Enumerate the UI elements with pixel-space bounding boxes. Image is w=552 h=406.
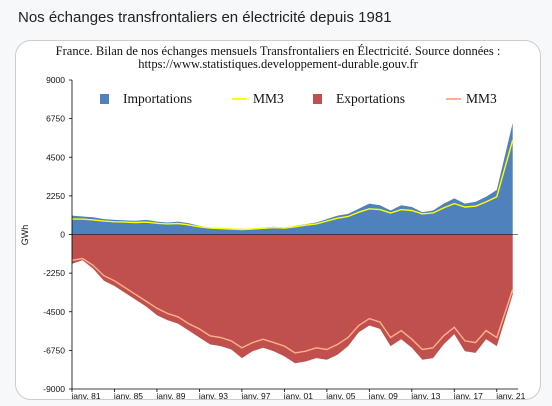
y-tick-label: 2250 [46,191,65,201]
y-tick-label: -6750 [43,345,65,355]
chart-legend: Importations MM3 Exportations MM3 [100,91,497,106]
legend-label-imports: Importations [123,91,192,106]
y-tick-label: -9000 [43,384,65,394]
x-tick-label: janv. 01 [283,391,313,399]
x-tick-label: janv. 85 [113,391,143,399]
y-axis-title: GWh [20,225,30,246]
x-tick-label: janv. 81 [70,391,100,399]
x-tick-label: janv. 21 [495,391,525,399]
x-tick-label: janv. 17 [453,391,483,399]
chart-title-line1: France. Bilan de nos échanges mensuels T… [56,44,501,58]
y-tick-label: 9000 [46,75,65,85]
chart-title-line2: https://www.statistiques.developpement-d… [138,57,418,71]
imports-area [72,122,513,235]
x-tick-label: janv. 97 [240,391,270,399]
x-tick-label: janv. 89 [155,391,185,399]
x-tick-label: janv. 05 [325,391,355,399]
legend-label-imports-mm3: MM3 [253,91,284,106]
legend-label-exports: Exportations [336,91,405,106]
x-tick-label: janv. 93 [198,391,228,399]
y-tick-label: 6750 [46,114,65,124]
page-heading: Nos échanges transfrontaliers en électri… [18,9,392,26]
y-tick-label: 4500 [46,152,65,162]
y-tick-label: -2250 [43,268,65,278]
x-tick-label: janv. 09 [368,391,398,399]
y-tick-label: -4500 [43,307,65,317]
legend-swatch-exports [313,94,322,104]
legend-label-exports-mm3: MM3 [466,91,497,106]
exchanges-chart: France. Bilan de nos échanges mensuels T… [20,44,526,399]
x-tick-label: janv. 13 [410,391,440,399]
exports-area [72,234,513,364]
y-tick-label: 0 [60,230,65,240]
plot-area: 9000 6750 4500 2250 0 -2250 -4500 -6750 -9000 jan… [43,75,525,399]
chart-card: France. Bilan de nos échanges mensuels T… [15,40,541,400]
legend-swatch-imports [100,94,109,104]
imports-mm3-line [72,139,514,231]
exports-mm3-line [71,257,514,354]
